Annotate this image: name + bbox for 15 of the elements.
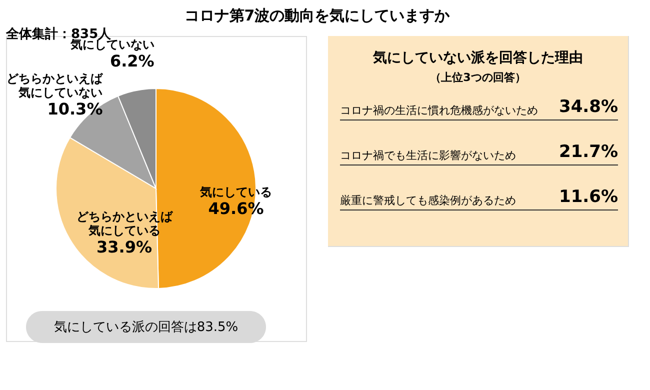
category-label: 厳重に警戒しても感染例があるため <box>340 194 516 207</box>
text: 11.6% <box>559 187 618 207</box>
text: コロナ第7波の動向を気にしていますか <box>184 6 451 24</box>
data-label: 33.9% <box>96 237 152 256</box>
text: （上位3つの回答） <box>430 71 526 84</box>
data-label: 10.3% <box>47 99 103 118</box>
data-label: 6.2% <box>110 51 154 70</box>
slice-label: どちらかといえば気にしている <box>76 209 174 238</box>
category-label: コロナ禍の生活に慣れ危機感がないため <box>340 104 538 117</box>
category-label: コロナ禍でも生活に影響がないため <box>340 149 516 162</box>
text: 気にしていない派を回答した理由 <box>372 50 583 66</box>
text: 気にしている派の回答は83.5% <box>54 320 238 335</box>
slice-label: どちらかといえば気にしていない <box>6 71 104 100</box>
text: 34.8% <box>559 97 618 117</box>
text: 21.7% <box>559 142 618 162</box>
